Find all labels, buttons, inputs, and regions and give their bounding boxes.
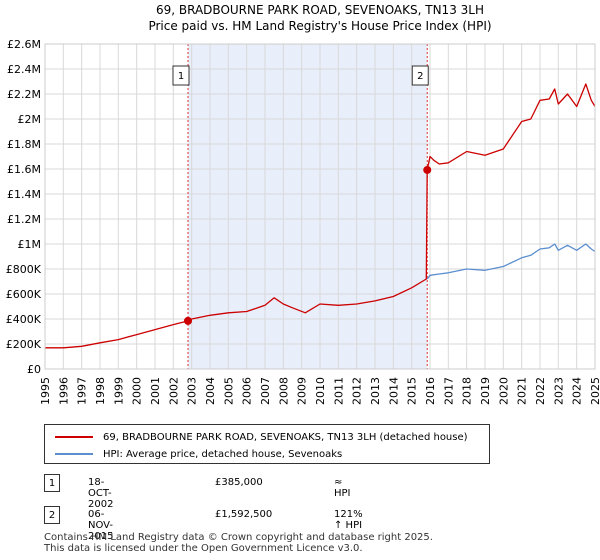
y-tick-label: £1.6M [7,163,41,176]
y-tick-label: £800K [6,263,42,276]
y-tick-label: £600K [6,288,42,301]
x-tick-label: 2008 [277,377,290,405]
x-tick-label: 2016 [424,377,437,405]
annotation-price: £1,592,500 [215,509,273,520]
series-line [45,83,596,349]
footer: Contains HM Land Registry data © Crown c… [44,532,433,554]
x-tick-label: 1997 [76,377,89,405]
footer-line-1: Contains HM Land Registry data © Crown c… [44,532,433,543]
x-tick-label: 2024 [571,377,584,405]
x-tick-label: 2018 [461,377,474,405]
sale-label-box [172,65,190,86]
y-tick-label: £400K [6,313,42,326]
x-tick-label: 2003 [186,377,199,405]
x-tick-label: 2025 [589,377,600,405]
x-tick-label: 1995 [39,377,52,405]
legend-swatch-red [55,436,93,438]
x-tick-label: 2014 [387,377,400,405]
y-tick-label: £2.2M [7,88,41,101]
y-tick-label: £1M [18,238,42,251]
footer-line-2: This data is licensed under the Open Gov… [44,543,363,554]
series-layer [45,83,596,349]
x-tick-label: 2010 [314,377,327,405]
y-tick-label: £2.6M [7,38,41,51]
legend: 69, BRADBOURNE PARK ROAD, SEVENOAKS, TN1… [44,424,490,464]
x-tick-label: 2013 [369,377,382,405]
y-tick-label: £1.2M [7,213,41,226]
sale-label-number: 1 [178,71,184,82]
y-axis-ticks: £0 £200K £400K £600K £800K £1M £1.2M £1.4M £1.6M… [6,38,42,376]
sale-label-number: 2 [417,71,423,82]
y-tick-label: £200K [6,338,42,351]
x-tick-label: 1999 [112,377,125,405]
x-tick-label: 2000 [131,377,144,405]
x-tick-label: 2021 [516,377,529,405]
x-tick-label: 2006 [241,377,254,405]
x-tick-label: 2023 [552,377,565,405]
x-tick-label: 2011 [332,377,345,405]
sale-point [423,165,432,174]
x-tick-label: 2017 [442,377,455,405]
annotation-number: 1 [44,474,60,492]
plot-border [44,43,596,370]
y-tick-label: £2.4M [7,63,41,76]
y-tick-label: £1.4M [7,188,41,201]
legend-item-property: 69, BRADBOURNE PARK ROAD, SEVENOAKS, TN1… [55,429,468,445]
x-tick-label: 2004 [204,377,217,405]
y-tick-label: £2M [18,113,42,126]
annotation-hpi: ≈ HPI [334,477,351,499]
x-tick-label: 2012 [351,377,364,405]
x-tick-label: 2005 [222,377,235,405]
x-tick-label: 2015 [406,377,419,405]
legend-label-hpi: HPI: Average price, detached house, Seve… [103,448,343,460]
sale-point [184,316,192,325]
sale-points [184,165,432,325]
chart-title: 69, BRADBOURNE PARK ROAD, SEVENOAKS, TN1… [156,3,484,17]
chart-subtitle: Price paid vs. HM Land Registry's House … [148,19,491,33]
x-tick-label: 1998 [94,377,107,405]
x-tick-label: 2020 [497,377,510,405]
legend-item-hpi: HPI: Average price, detached house, Seve… [55,446,342,462]
x-tick-label: 2007 [259,377,272,405]
series-line [426,243,596,280]
annotation-date: 18-OCT-2002 [88,477,114,510]
x-tick-label: 2002 [167,377,180,405]
x-axis-ticks: 1995 1996 1997 1998 1999 2000 2001 2002 2003 2004… [39,377,600,405]
x-tick-label: 2009 [296,377,309,405]
annotation-date: 06-NOV-2015 [88,509,114,542]
annotation-number: 2 [44,506,60,524]
annotation-price: £385,000 [215,477,263,488]
legend-swatch-blue [55,453,93,455]
grid-lines [44,43,596,370]
shaded-region [188,44,428,369]
y-tick-label: £0 [27,363,41,376]
sale-label-box [411,65,429,86]
y-tick-label: £1.8M [7,138,41,151]
x-tick-label: 2001 [149,377,162,405]
price-chart: 69, BRADBOURNE PARK ROAD, SEVENOAKS, TN1… [6,3,600,405]
x-tick-label: 2022 [534,377,547,405]
x-tick-label: 1996 [57,377,70,405]
annotation-hpi: 121% ↑ HPI [334,509,363,531]
x-tick-label: 2019 [479,377,492,405]
legend-label-property: 69, BRADBOURNE PARK ROAD, SEVENOAKS, TN1… [103,431,468,443]
